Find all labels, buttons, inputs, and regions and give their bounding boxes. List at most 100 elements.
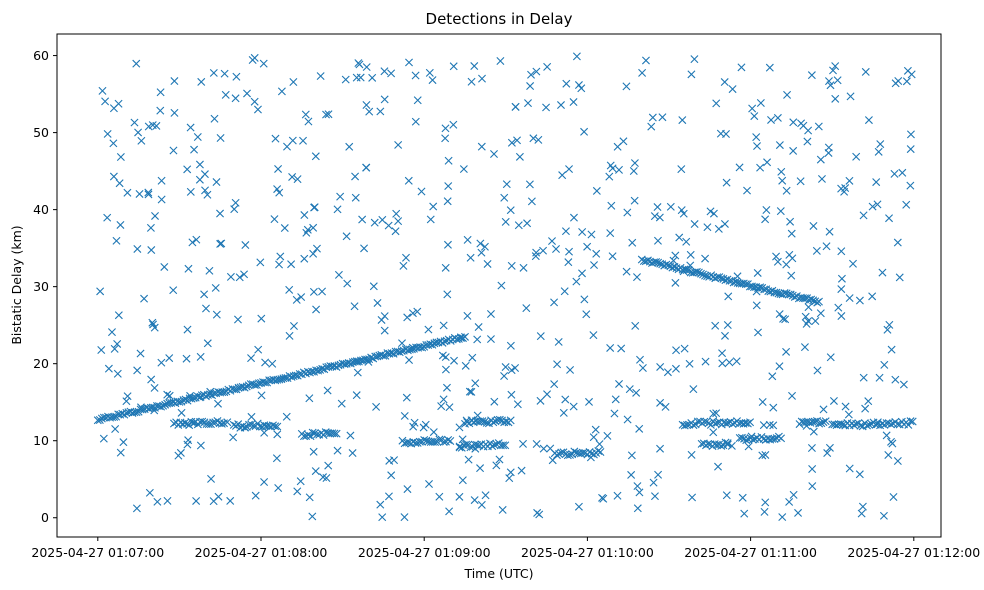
data-point-marker: [316, 72, 325, 81]
data-point-marker: [773, 257, 782, 266]
data-point-marker: [394, 140, 403, 149]
data-point-marker: [761, 498, 770, 507]
data-point-marker: [615, 379, 624, 388]
data-point-marker: [717, 441, 726, 450]
data-point-marker: [165, 391, 174, 400]
data-point-marker: [836, 420, 845, 429]
data-point-marker: [463, 311, 472, 320]
data-point-marker: [886, 420, 895, 429]
data-point-marker: [671, 278, 680, 287]
data-point-marker: [277, 87, 286, 96]
data-point-marker: [813, 298, 822, 307]
data-point-marker: [203, 339, 212, 348]
data-point-marker: [878, 268, 887, 277]
data-point-marker: [697, 439, 706, 448]
data-point-marker: [906, 130, 915, 139]
data-point-marker: [507, 261, 516, 270]
data-point-marker: [569, 98, 578, 107]
data-point-marker: [809, 427, 818, 436]
data-point-marker: [220, 388, 229, 397]
data-point-marker: [495, 455, 504, 464]
data-point-marker: [464, 455, 473, 464]
data-point-marker: [299, 136, 308, 145]
data-point-marker: [532, 248, 541, 257]
data-point-marker: [243, 89, 251, 98]
data-point-marker: [887, 345, 896, 354]
data-point-marker: [904, 420, 913, 429]
data-point-marker: [456, 333, 465, 342]
data-point-marker: [444, 182, 453, 191]
data-point-marker: [807, 71, 816, 80]
data-point-marker: [463, 235, 472, 244]
data-point-marker: [254, 345, 263, 354]
data-point-marker: [365, 107, 374, 116]
data-point-marker: [765, 63, 774, 72]
data-point-marker: [809, 221, 818, 230]
data-point-marker: [728, 420, 737, 429]
data-point-marker: [703, 223, 712, 232]
data-point-marker: [718, 359, 727, 368]
data-point-marker: [387, 69, 396, 78]
data-point-marker: [380, 95, 389, 104]
x-tick-label: 2025-04-27 01:08:00: [195, 545, 328, 560]
data-point-marker: [405, 356, 414, 365]
data-point-marker: [569, 402, 578, 411]
data-point-marker: [532, 440, 541, 449]
data-point-marker: [343, 279, 352, 288]
data-point-marker: [690, 220, 699, 229]
y-tick-label: 0: [41, 510, 49, 525]
data-point-marker: [176, 448, 185, 457]
data-point-marker: [474, 323, 483, 332]
data-point-marker: [480, 417, 489, 426]
data-point-marker: [295, 370, 304, 378]
data-point-marker: [399, 261, 408, 270]
data-point-marker: [824, 143, 833, 152]
data-point-marker: [885, 320, 894, 329]
data-point-marker: [270, 215, 279, 224]
data-point-marker: [561, 227, 570, 236]
data-point-marker: [724, 418, 733, 427]
data-point-marker: [275, 188, 284, 197]
data-point-marker: [497, 281, 506, 290]
data-point-marker: [669, 256, 678, 265]
data-point-marker: [353, 368, 362, 377]
data-point-marker: [561, 395, 570, 404]
data-point-marker: [630, 196, 639, 205]
data-point-marker: [135, 189, 144, 198]
data-point-marker: [437, 402, 446, 411]
data-point-marker: [285, 331, 294, 340]
data-point-marker: [169, 286, 178, 295]
data-point-marker: [596, 448, 605, 457]
data-point-marker: [712, 409, 721, 418]
data-point-marker: [123, 188, 132, 197]
data-point-marker: [322, 110, 331, 119]
data-point-marker: [590, 261, 599, 270]
data-point-marker: [337, 399, 346, 408]
data-point-marker: [893, 420, 902, 429]
data-point-marker: [271, 134, 280, 143]
data-point-marker: [875, 373, 884, 382]
data-point-marker: [96, 287, 105, 296]
data-point-marker: [481, 491, 490, 500]
data-point-marker: [831, 94, 840, 103]
data-point-marker: [184, 264, 193, 273]
data-point-marker: [725, 358, 734, 367]
data-point-marker: [226, 496, 235, 505]
data-point-marker: [297, 293, 306, 302]
data-point-marker: [859, 373, 868, 382]
data-point-marker: [826, 353, 835, 362]
data-point-marker: [107, 328, 116, 337]
data-point-marker: [368, 73, 377, 82]
data-point-marker: [821, 417, 830, 426]
data-point-marker: [304, 431, 313, 439]
data-point-marker: [190, 145, 199, 154]
data-point-marker: [491, 417, 500, 426]
data-point-marker: [855, 296, 864, 305]
data-point-marker: [260, 477, 269, 486]
data-point-marker: [476, 239, 485, 248]
data-point-marker: [275, 260, 284, 269]
data-point-marker: [356, 73, 365, 82]
data-point-marker: [662, 260, 671, 269]
data-point-marker: [93, 416, 102, 425]
data-point-marker: [376, 107, 385, 116]
